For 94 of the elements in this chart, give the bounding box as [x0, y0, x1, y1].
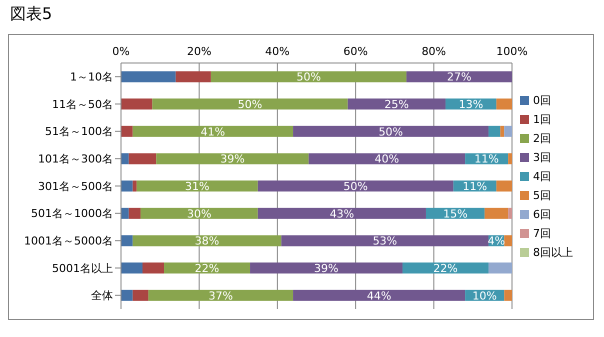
bar	[121, 235, 133, 246]
chart-title: 図表5	[10, 4, 52, 25]
legend-label: 5回	[533, 188, 551, 202]
data-label: 22%	[194, 262, 220, 276]
bar	[152, 98, 348, 110]
bar	[121, 208, 129, 219]
y-tick-label: 301名～500名	[38, 180, 113, 193]
bar	[504, 290, 512, 301]
bar	[406, 71, 512, 82]
bar	[258, 208, 426, 219]
bar	[210, 71, 406, 82]
legend-label: 8回以上	[533, 246, 573, 258]
legend-label: 0回	[533, 94, 551, 106]
bar	[176, 71, 211, 82]
data-label: 41%	[200, 125, 226, 138]
data-label: 50%	[296, 70, 321, 84]
bar	[504, 235, 512, 246]
bar	[308, 153, 466, 164]
data-label: 11%	[474, 152, 499, 166]
bar	[402, 262, 489, 274]
data-label: 30%	[186, 207, 212, 220]
bar	[148, 290, 294, 301]
x-tick-label: 40%	[265, 45, 290, 58]
data-label: 10%	[472, 289, 497, 302]
bar	[164, 262, 250, 274]
y-tick-label: 501名～1000名	[31, 207, 113, 220]
x-tick-label: 100%	[496, 45, 528, 58]
bar	[488, 126, 500, 137]
legend-label: 1回	[533, 112, 551, 126]
data-label: 31%	[185, 180, 210, 194]
y-tick-label: 11名～50名	[52, 98, 113, 111]
data-label: 27%	[446, 70, 472, 84]
bar	[281, 235, 489, 246]
legend-label: 2回	[533, 132, 551, 144]
x-tick-label: 20%	[186, 45, 212, 58]
bar	[250, 262, 403, 274]
bar	[293, 126, 489, 137]
bar	[132, 180, 137, 192]
bar	[258, 180, 454, 192]
data-label: 53%	[372, 234, 398, 248]
bar	[132, 235, 282, 246]
legend-label: 7回	[533, 226, 551, 240]
x-tick-label: 80%	[422, 45, 446, 58]
data-label: 43%	[330, 207, 354, 220]
bar	[128, 208, 141, 219]
data-label: 39%	[220, 152, 245, 166]
data-label: 44%	[366, 289, 392, 302]
data-label: 13%	[458, 98, 484, 112]
data-label: 38%	[194, 234, 220, 248]
data-label: 15%	[443, 207, 468, 220]
bar	[121, 262, 143, 274]
legend-label: 6回	[533, 208, 551, 220]
bar	[496, 180, 512, 192]
bar	[121, 153, 129, 164]
data-label: 40%	[374, 152, 400, 166]
bar	[496, 98, 512, 110]
y-tick-label: 5001名以上	[52, 262, 113, 275]
bar	[136, 180, 258, 192]
y-tick-label: 全体	[91, 289, 113, 302]
bar	[348, 98, 446, 110]
bar	[488, 262, 512, 274]
legend-label: 3回	[533, 150, 551, 164]
bar	[121, 180, 133, 192]
bar	[508, 208, 512, 219]
bar	[121, 98, 152, 110]
bar	[293, 290, 466, 301]
data-label: 22%	[433, 262, 458, 276]
bar	[156, 153, 309, 164]
data-label: 11%	[462, 180, 488, 194]
x-tick-label: 60%	[343, 45, 368, 58]
legend-label: 4回	[533, 170, 551, 182]
data-label: 50%	[238, 98, 262, 112]
bar	[121, 71, 176, 82]
bar	[140, 208, 258, 219]
bar	[132, 126, 294, 137]
bar	[142, 262, 164, 274]
x-tick-label: 0%	[112, 45, 130, 58]
y-tick-label: 1001名～5000名	[24, 234, 113, 248]
y-tick-label: 1～10名	[70, 70, 113, 84]
bar	[121, 126, 133, 137]
bar	[508, 153, 512, 164]
data-label: 39%	[314, 262, 338, 276]
bar	[121, 290, 133, 301]
bar	[132, 290, 148, 301]
bar	[128, 153, 156, 164]
bar	[500, 126, 504, 137]
bar	[504, 126, 512, 137]
data-label: 50%	[343, 180, 368, 194]
y-tick-label: 101名～300名	[38, 152, 113, 166]
bar	[484, 208, 508, 219]
data-label: 25%	[384, 98, 409, 112]
data-label: 50%	[378, 125, 404, 138]
y-tick-label: 51名～100名	[45, 125, 113, 138]
data-label: 37%	[208, 289, 233, 302]
